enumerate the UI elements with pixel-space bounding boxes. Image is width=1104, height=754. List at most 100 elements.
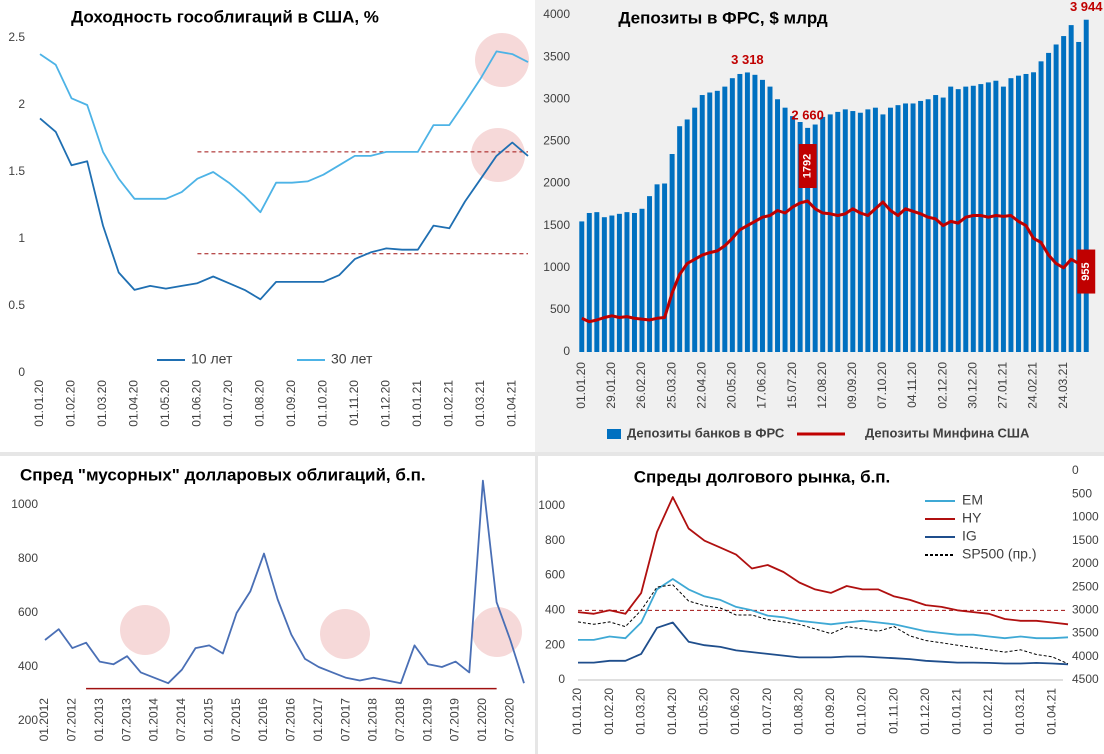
x-tick-label: 01.2014 xyxy=(147,698,161,742)
series-line xyxy=(577,584,1069,665)
y-tick-label: 1000 xyxy=(538,498,565,512)
x-tick-label: 01.09.20 xyxy=(823,688,837,735)
bar xyxy=(850,111,856,352)
bar xyxy=(1000,86,1006,353)
bar xyxy=(865,109,871,352)
x-tick-label: 01.02.21 xyxy=(981,688,995,735)
x-tick-label: 04.11.20 xyxy=(905,362,919,408)
legend-swatch xyxy=(607,429,621,439)
x-tick-label: 01.07.20 xyxy=(760,688,774,735)
y-tick-label: 0.5 xyxy=(8,298,25,312)
x-tick-label: 12.08.20 xyxy=(815,362,829,409)
highlight-circles xyxy=(120,33,529,659)
y-tick-label: 3500 xyxy=(543,49,570,63)
x-tick-label: 17.06.20 xyxy=(755,362,769,409)
bar xyxy=(1068,25,1074,353)
bar xyxy=(842,109,848,352)
y-tick-label: 1500 xyxy=(543,218,570,232)
x-tick-label: 01.03.20 xyxy=(633,688,647,735)
x-tick-label: 01.11.20 xyxy=(347,380,361,426)
x-tick-label: 01.03.21 xyxy=(473,380,487,427)
bar xyxy=(955,89,961,352)
data-label: 2 660 xyxy=(791,107,824,122)
x-tick-label: 07.2012 xyxy=(65,698,79,742)
bar xyxy=(880,114,886,352)
bar xyxy=(767,86,773,353)
bar xyxy=(835,111,841,352)
x-tick-label: 07.2015 xyxy=(229,698,243,742)
y2-tick-label: 3500 xyxy=(1072,626,1099,640)
bar xyxy=(737,73,743,352)
y-tick-label: 2 xyxy=(18,97,25,111)
bar xyxy=(1076,41,1082,353)
bar xyxy=(827,114,833,352)
y-tick-label: 0 xyxy=(563,344,570,358)
y2-tick-label: 2000 xyxy=(1072,556,1099,570)
series-line xyxy=(39,117,529,301)
bar xyxy=(970,85,976,353)
data-label: 3 944 xyxy=(1070,0,1103,14)
chart-title: Депозиты в ФРС, $ млрд xyxy=(618,8,828,27)
x-tick-label: 01.01.20 xyxy=(574,362,588,409)
x-tick-label: 01.08.20 xyxy=(791,688,805,735)
bar xyxy=(744,72,750,353)
bar xyxy=(586,212,592,352)
y2-tick-label: 4500 xyxy=(1072,672,1099,686)
x-tick-label: 27.01.21 xyxy=(996,362,1010,409)
bar xyxy=(594,212,600,352)
series-line xyxy=(578,621,1069,666)
bar xyxy=(1031,72,1037,352)
x-tick-label: 01.04.20 xyxy=(665,688,679,735)
highlight-circle xyxy=(475,33,529,87)
x-tick-label: 01.11.20 xyxy=(886,688,900,734)
x-tick-label: 01.01.20 xyxy=(570,688,584,735)
x-tick-label: 01.10.20 xyxy=(316,380,330,427)
y2-tick-label: 1500 xyxy=(1072,533,1099,547)
chart-title: Спреды долгового рынка, б.п. xyxy=(634,467,891,486)
x-tick-label: 01.04.21 xyxy=(1044,688,1058,735)
x-tick-label: 01.01.21 xyxy=(950,688,964,735)
x-tick-label: 01.10.20 xyxy=(855,688,869,735)
x-tick-label: 01.2016 xyxy=(256,698,270,742)
bar xyxy=(692,107,698,352)
legend-label: Депозиты Минфина США xyxy=(865,425,1030,440)
x-tick-label: 07.2014 xyxy=(174,698,188,742)
data-label: 1792 xyxy=(802,154,814,178)
x-tick-label: 01.06.20 xyxy=(190,380,204,427)
bar xyxy=(797,121,803,352)
y-tick-label: 1 xyxy=(18,231,25,245)
y2-tick-label: 4000 xyxy=(1072,649,1099,663)
x-tick-label: 07.2020 xyxy=(502,698,516,742)
y-tick-label: 0 xyxy=(18,365,25,379)
x-tick-label: 01.02.20 xyxy=(64,380,78,427)
series-line xyxy=(578,578,1069,641)
x-tick-label: 01.05.20 xyxy=(697,688,711,735)
y-tick-label: 800 xyxy=(18,551,38,565)
bar xyxy=(812,124,818,353)
y-tick-label: 2000 xyxy=(543,176,570,190)
y-tick-label: 4000 xyxy=(543,7,570,21)
x-tick-label: 01.2012 xyxy=(37,698,51,742)
highlight-circle xyxy=(320,609,370,659)
bar xyxy=(933,95,939,352)
x-tick-label: 01.04.21 xyxy=(504,380,518,427)
x-tick-label: 26.02.20 xyxy=(634,362,648,409)
bar xyxy=(729,78,735,352)
y-tick-label: 600 xyxy=(545,568,565,582)
y-tick-label: 1000 xyxy=(11,497,38,511)
x-tick-label: 07.2018 xyxy=(393,698,407,742)
y-tick-label: 400 xyxy=(545,603,565,617)
bar xyxy=(978,84,984,353)
y2-tick-label: 3000 xyxy=(1072,603,1099,617)
y-tick-label: 2.5 xyxy=(8,30,25,44)
bar xyxy=(903,103,909,353)
x-tick-label: 01.2017 xyxy=(311,698,325,742)
y-tick-label: 800 xyxy=(545,533,565,547)
y-tick-label: 500 xyxy=(550,302,570,316)
x-tick-label: 01.02.20 xyxy=(602,688,616,735)
x-tick-label: 01.03.21 xyxy=(1013,688,1027,735)
x-tick-label: 07.2017 xyxy=(338,698,352,742)
bar xyxy=(895,105,901,353)
legend-label: Депозиты банков в ФРС xyxy=(627,425,785,440)
